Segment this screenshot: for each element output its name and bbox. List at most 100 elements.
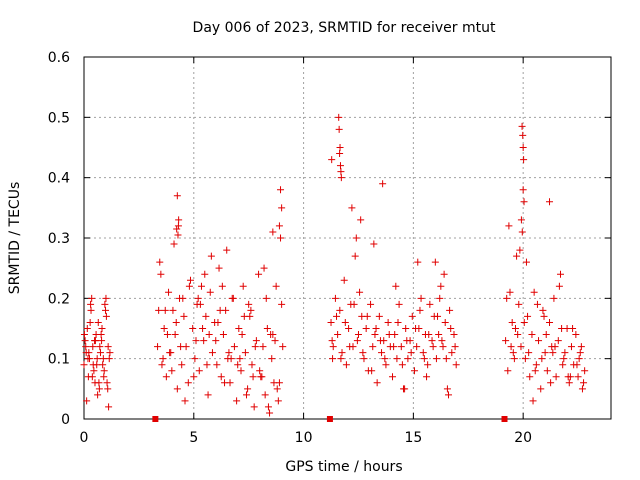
- data-point: [428, 337, 436, 345]
- data-point: [184, 379, 192, 387]
- data-point: [338, 349, 346, 357]
- data-point: [407, 349, 415, 357]
- data-point: [378, 349, 386, 357]
- data-point: [180, 312, 188, 320]
- data-point: [369, 343, 377, 351]
- data-point: [572, 331, 580, 339]
- data-point: [443, 385, 451, 393]
- gap-marker: [152, 416, 159, 422]
- data-point: [522, 258, 530, 266]
- data-point: [353, 337, 361, 345]
- data-point: [519, 131, 527, 139]
- data-point: [514, 331, 522, 339]
- data-point: [218, 282, 226, 290]
- data-point: [426, 300, 434, 308]
- data-point: [526, 373, 534, 381]
- data-point: [163, 331, 171, 339]
- data-point: [336, 162, 344, 170]
- gap-marker: [501, 416, 508, 422]
- data-point: [273, 385, 281, 393]
- data-point: [502, 337, 510, 345]
- data-point: [252, 337, 260, 345]
- data-point: [363, 312, 371, 320]
- data-point: [346, 343, 354, 351]
- data-point: [372, 325, 380, 332]
- data-point: [385, 331, 393, 339]
- data-point: [225, 349, 233, 357]
- data-point: [203, 361, 211, 369]
- data-point: [520, 198, 528, 206]
- data-point: [165, 288, 173, 296]
- data-point: [336, 306, 344, 314]
- data-point: [447, 325, 455, 332]
- data-point: [95, 385, 103, 393]
- data-point: [85, 349, 93, 357]
- data-point: [434, 312, 442, 320]
- data-point: [156, 258, 164, 266]
- data-point: [439, 343, 447, 351]
- data-point: [192, 337, 200, 345]
- data-point: [215, 264, 223, 272]
- data-points: [80, 113, 589, 417]
- data-point: [543, 367, 551, 375]
- data-point: [242, 391, 250, 399]
- data-point: [573, 361, 581, 369]
- data-point: [248, 361, 256, 369]
- data-point: [510, 355, 518, 363]
- data-point: [436, 294, 444, 302]
- data-point: [154, 343, 162, 351]
- data-point: [546, 318, 554, 326]
- data-point: [382, 361, 390, 369]
- gap-marker: [326, 416, 333, 422]
- data-point: [552, 373, 560, 381]
- data-point: [581, 367, 589, 375]
- data-point: [520, 156, 528, 164]
- data-point: [102, 306, 110, 314]
- data-point: [503, 294, 511, 302]
- data-point: [202, 312, 210, 320]
- data-point: [216, 306, 224, 314]
- data-point: [354, 331, 362, 339]
- data-point: [99, 355, 107, 363]
- data-point: [556, 270, 564, 278]
- data-point: [335, 125, 343, 133]
- data-point: [219, 331, 227, 339]
- data-point: [352, 234, 360, 242]
- data-point: [83, 397, 91, 405]
- data-point: [160, 325, 168, 332]
- data-point: [335, 113, 343, 121]
- data-point: [336, 144, 344, 151]
- data-point: [221, 379, 229, 387]
- data-point: [337, 168, 345, 176]
- data-point: [549, 349, 557, 357]
- data-point: [425, 331, 433, 339]
- data-point: [394, 318, 402, 326]
- data-point: [159, 355, 167, 363]
- x-axis-label: GPS time / hours: [285, 459, 402, 475]
- data-point: [351, 252, 359, 260]
- data-point: [233, 397, 241, 405]
- data-point: [441, 318, 449, 326]
- data-point: [532, 361, 540, 369]
- data-point: [389, 373, 397, 381]
- data-point: [206, 288, 214, 296]
- data-point: [88, 294, 96, 302]
- data-point: [99, 361, 107, 369]
- data-point: [518, 228, 526, 236]
- data-point: [247, 306, 255, 314]
- data-point: [515, 300, 523, 308]
- data-point: [197, 282, 205, 290]
- data-point: [580, 379, 588, 387]
- data-point: [84, 355, 92, 363]
- x-tick-label: 0: [80, 430, 89, 446]
- data-point: [379, 180, 387, 188]
- data-point: [341, 318, 349, 326]
- data-point: [102, 312, 110, 320]
- data-point: [101, 300, 109, 308]
- data-point: [82, 343, 90, 351]
- data-point: [560, 355, 568, 363]
- data-point: [567, 343, 575, 351]
- data-point: [384, 318, 392, 326]
- data-point: [508, 318, 516, 326]
- data-point: [431, 258, 439, 266]
